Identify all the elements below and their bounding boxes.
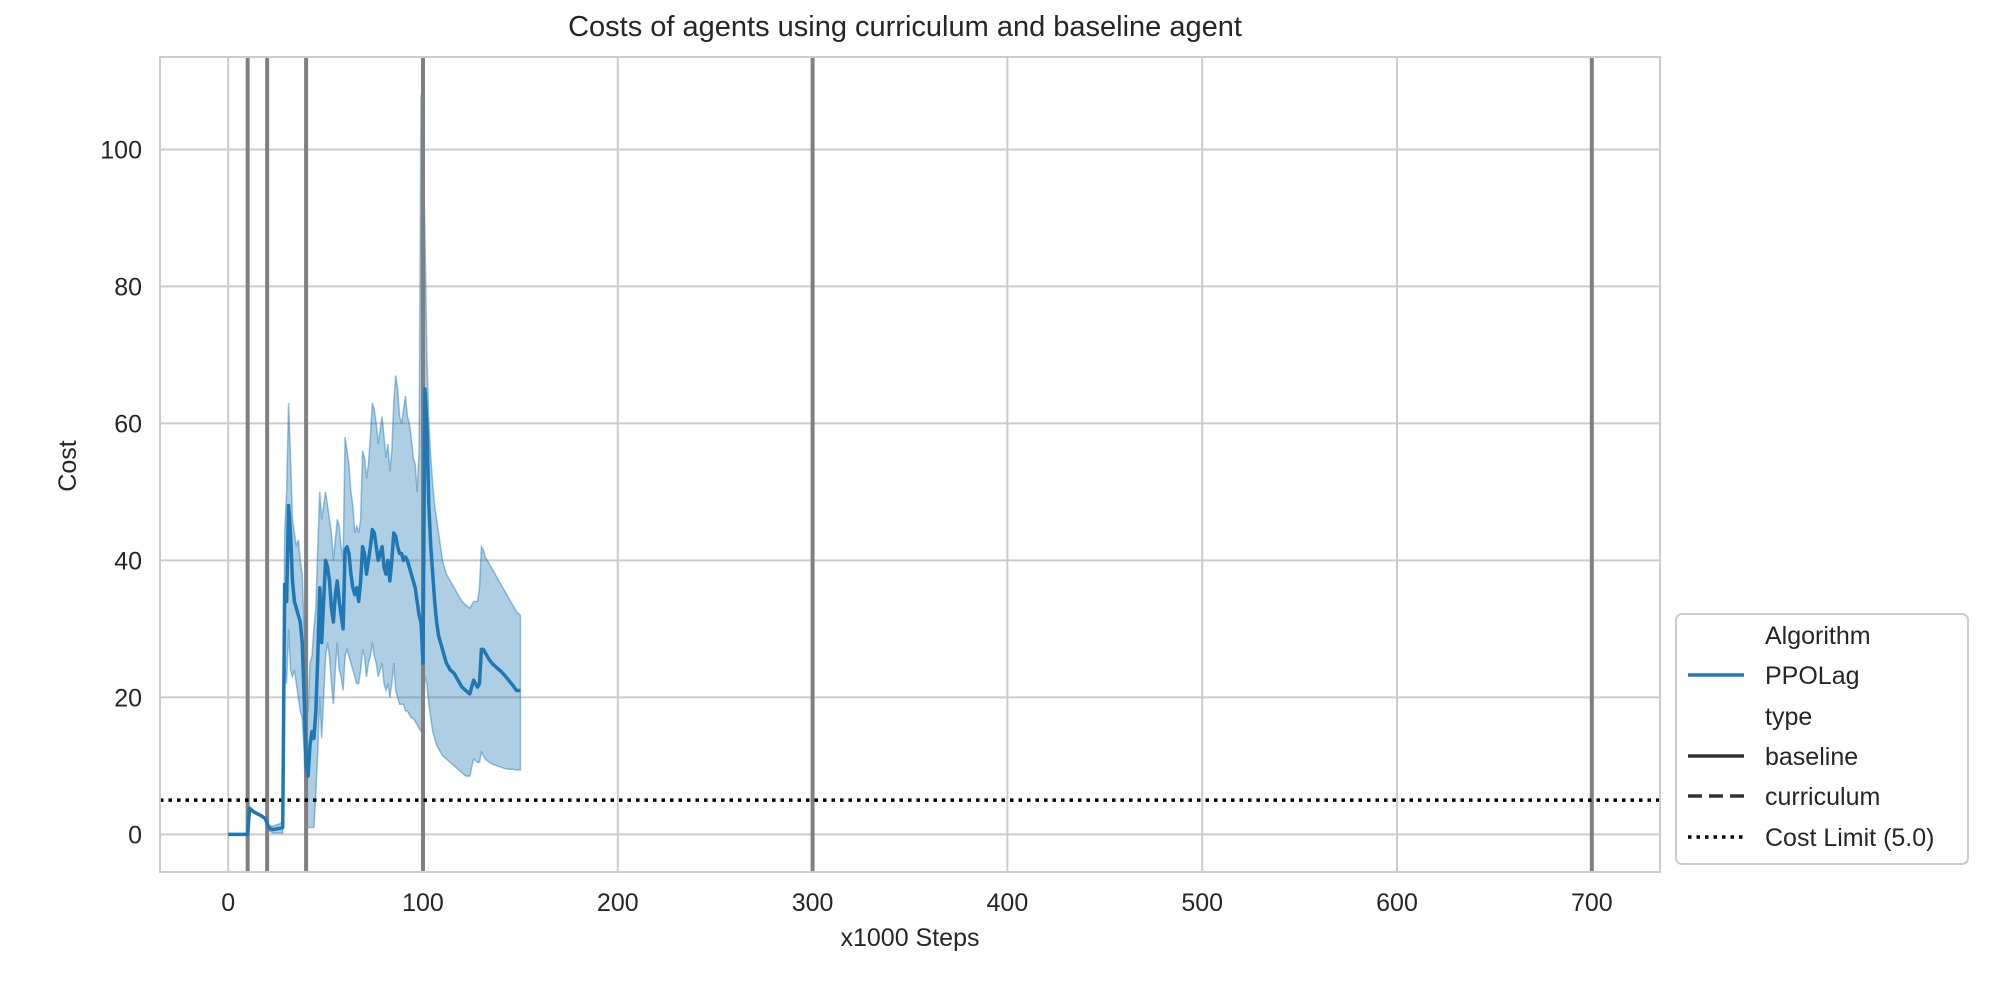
y-axis-label: Cost	[54, 440, 82, 491]
legend-title-type: type	[1765, 703, 1812, 731]
x-tick-labels: 0 100 200 300 400 500 600 700	[221, 889, 1612, 917]
x-tick-label: 600	[1376, 889, 1418, 917]
legend-label-baseline: baseline	[1765, 743, 1858, 771]
x-tick-label: 100	[402, 889, 444, 917]
grid-layer	[160, 57, 1660, 872]
confidence-band-layer	[228, 94, 522, 836]
legend-box	[1675, 613, 1969, 865]
y-tick-label: 60	[114, 410, 142, 438]
x-tick-label: 0	[221, 889, 235, 917]
x-tick-label: 300	[792, 889, 834, 917]
legend-label-curriculum: curriculum	[1765, 783, 1880, 811]
legend-label-cost-limit: Cost Limit (5.0)	[1765, 824, 1934, 852]
y-tick-label: 40	[114, 547, 142, 575]
y-tick-label: 100	[100, 136, 142, 164]
confidence-band	[228, 94, 522, 836]
x-tick-label: 400	[987, 889, 1029, 917]
x-axis-label: x1000 Steps	[841, 924, 980, 952]
series-line-ppolag-baseline	[228, 387, 521, 837]
legend: Algorithm PPOLag type baseline curriculu…	[1675, 613, 1969, 865]
y-tick-label: 20	[114, 684, 142, 712]
y-tick-labels: 0 20 40 60 80 100	[100, 136, 142, 849]
series-line-layer	[228, 387, 521, 837]
plot-frame	[159, 56, 1661, 873]
legend-label-ppolag: PPOLag	[1765, 662, 1860, 690]
y-tick-label: 0	[128, 821, 142, 849]
x-tick-label: 700	[1571, 889, 1613, 917]
x-tick-label: 200	[597, 889, 639, 917]
x-tick-label: 500	[1181, 889, 1223, 917]
y-tick-label: 80	[114, 273, 142, 301]
legend-title-algorithm: Algorithm	[1765, 622, 1871, 650]
chart-title: Costs of agents using curriculum and bas…	[568, 11, 1242, 43]
